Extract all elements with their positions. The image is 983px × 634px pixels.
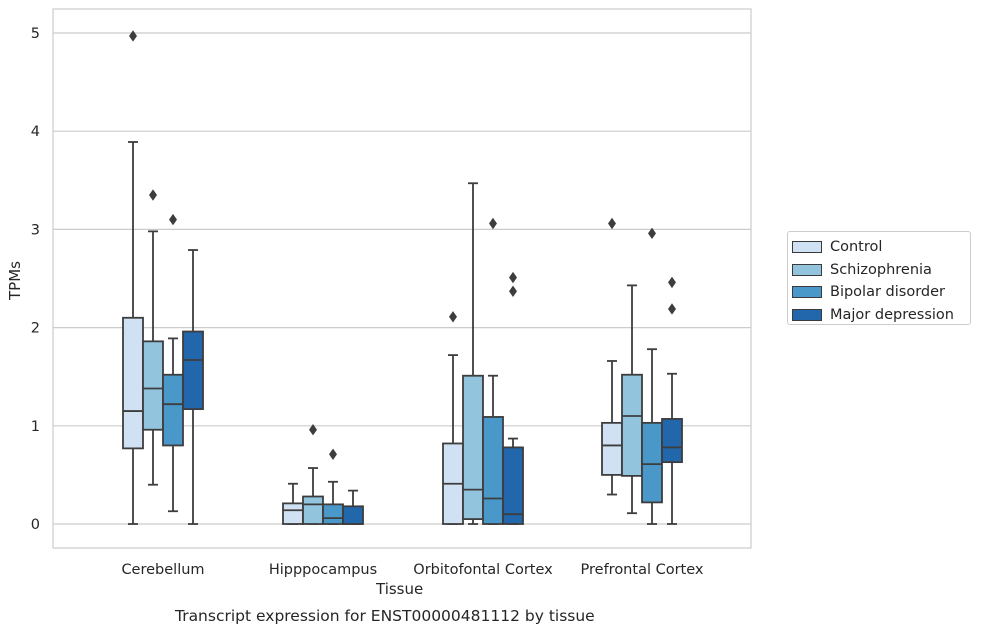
x-tick-labels: Cerebellum Hipppocampus Orbitofontal Corte… <box>121 562 703 578</box>
box-iqr <box>302 495 324 525</box>
box-iqr <box>282 502 304 525</box>
box-control-hipppocampus <box>282 482 304 525</box>
box-iqr <box>621 373 643 477</box>
legend-item-bipolar-disorder: Bipolar disorder <box>792 281 970 304</box>
box-bipolar-disorder-prefrontal-cortex <box>641 227 663 525</box>
box-bipolar-disorder-hipppocampus <box>322 448 344 525</box>
box-iqr <box>502 446 524 525</box>
box-iqr <box>122 316 144 450</box>
box-iqr <box>182 330 204 411</box>
outlier-point <box>489 217 497 230</box>
outlier-point <box>509 285 517 297</box>
box-iqr <box>661 418 683 464</box>
box-iqr <box>342 505 364 525</box>
legend-label: Schizophrenia <box>830 261 932 278</box>
outlier-point <box>449 311 457 323</box>
outlier-point <box>149 189 157 201</box>
outlier-point <box>329 448 337 460</box>
box-major-depression-cerebellum <box>182 249 204 525</box>
legend-item-schizophrenia: Schizophrenia <box>792 259 970 282</box>
outlier-point <box>648 227 656 240</box>
box-iqr <box>462 374 484 520</box>
y-tick-label: 4 <box>31 124 40 140</box>
y-tick-label: 5 <box>31 26 40 42</box>
box-series <box>122 30 683 525</box>
y-tick-label: 3 <box>31 222 40 238</box>
x-axis-label: Tissue <box>376 580 424 598</box>
legend-item-major-depression: Major depression <box>792 304 970 327</box>
x-tick-label: Cerebellum <box>121 562 204 578</box>
legend-swatch-major-depression <box>792 308 822 321</box>
box-iqr <box>142 340 164 431</box>
box-control-cerebellum <box>122 30 144 525</box>
box-schizophrenia-hipppocampus <box>302 424 324 525</box>
outlier-point <box>668 303 676 315</box>
box-bipolar-disorder-orbitofontal-cortex <box>482 217 504 525</box>
box-iqr <box>601 421 623 476</box>
box-schizophrenia-cerebellum <box>142 189 164 486</box>
legend-label: Control <box>830 239 883 256</box>
box-schizophrenia-prefrontal-cortex <box>621 284 643 515</box>
legend-swatch-schizophrenia <box>792 263 822 276</box>
x-tick-label: Orbitofontal Cortex <box>413 562 553 578</box>
box-iqr <box>482 416 504 525</box>
box-iqr <box>322 503 344 525</box>
outlier-point <box>309 424 317 436</box>
legend: Control Schizophrenia Bipolar disorder M… <box>787 231 971 325</box>
legend-label: Bipolar disorder <box>830 284 945 301</box>
box-major-depression-hipppocampus <box>342 489 364 525</box>
outlier-point <box>608 217 616 230</box>
x-tick-label: Prefrontal Cortex <box>581 562 704 578</box>
outlier-point <box>668 276 676 289</box>
plot-frame <box>52 8 752 549</box>
y-tick-label: 1 <box>31 419 40 435</box>
legend-item-control: Control <box>792 236 970 259</box>
box-control-prefrontal-cortex <box>601 217 623 496</box>
x-tick-label: Hipppocampus <box>269 562 377 578</box>
legend-label: Major depression <box>830 306 954 323</box>
outlier-point <box>129 30 137 42</box>
box-bipolar-disorder-cerebellum <box>162 213 184 513</box>
box-iqr <box>162 373 184 447</box>
y-tick-labels: 0 1 2 3 4 5 <box>31 26 40 533</box>
box-control-orbitofontal-cortex <box>442 311 464 525</box>
outlier-point <box>169 213 177 226</box>
outlier-point <box>509 271 517 284</box>
box-schizophrenia-orbitofontal-cortex <box>462 182 484 525</box>
y-tick-label: 2 <box>31 321 40 337</box>
y-axis-label: TPMs <box>6 261 24 300</box>
box-iqr <box>641 421 663 504</box>
legend-swatch-control <box>792 241 822 254</box>
chart-caption: Transcript expression for ENST0000048111… <box>175 607 595 625</box>
y-tick-label: 0 <box>31 517 40 533</box>
box-major-depression-orbitofontal-cortex <box>502 271 524 525</box>
legend-swatch-bipolar-disorder <box>792 286 822 299</box>
box-major-depression-prefrontal-cortex <box>661 276 683 525</box>
